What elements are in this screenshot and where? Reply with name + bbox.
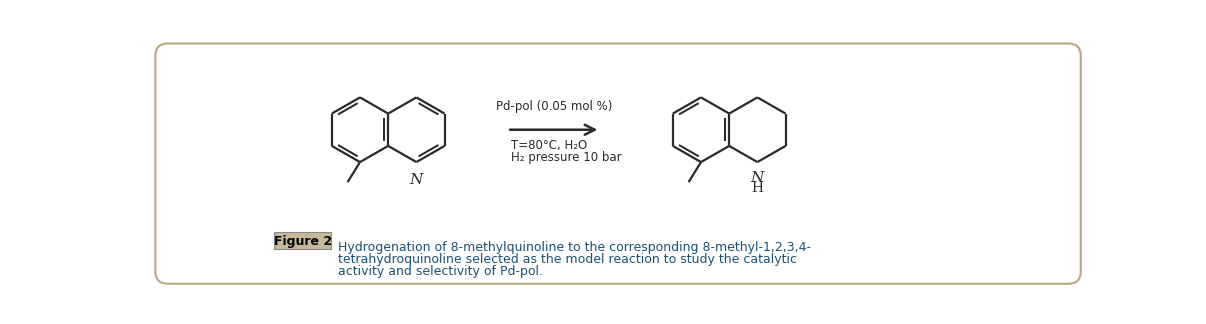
FancyBboxPatch shape — [156, 43, 1081, 284]
Text: N: N — [410, 173, 423, 187]
Text: Pd-pol (0.05 mol %): Pd-pol (0.05 mol %) — [496, 100, 611, 113]
Text: H: H — [751, 181, 763, 195]
Text: H₂ pressure 10 bar: H₂ pressure 10 bar — [511, 151, 622, 164]
Text: Figure 2: Figure 2 — [274, 235, 332, 248]
Text: tetrahydroquinoline selected as the model reaction to study the catalytic: tetrahydroquinoline selected as the mode… — [339, 253, 797, 266]
Text: T=80°C, H₂O: T=80°C, H₂O — [511, 139, 587, 152]
FancyBboxPatch shape — [274, 232, 332, 249]
Text: activity and selectivity of Pd-pol.: activity and selectivity of Pd-pol. — [339, 265, 543, 278]
Text: Hydrogenation of 8-methylquinoline to the corresponding 8-methyl-1,2,3,4-: Hydrogenation of 8-methylquinoline to th… — [339, 241, 812, 254]
Text: N: N — [750, 171, 765, 185]
